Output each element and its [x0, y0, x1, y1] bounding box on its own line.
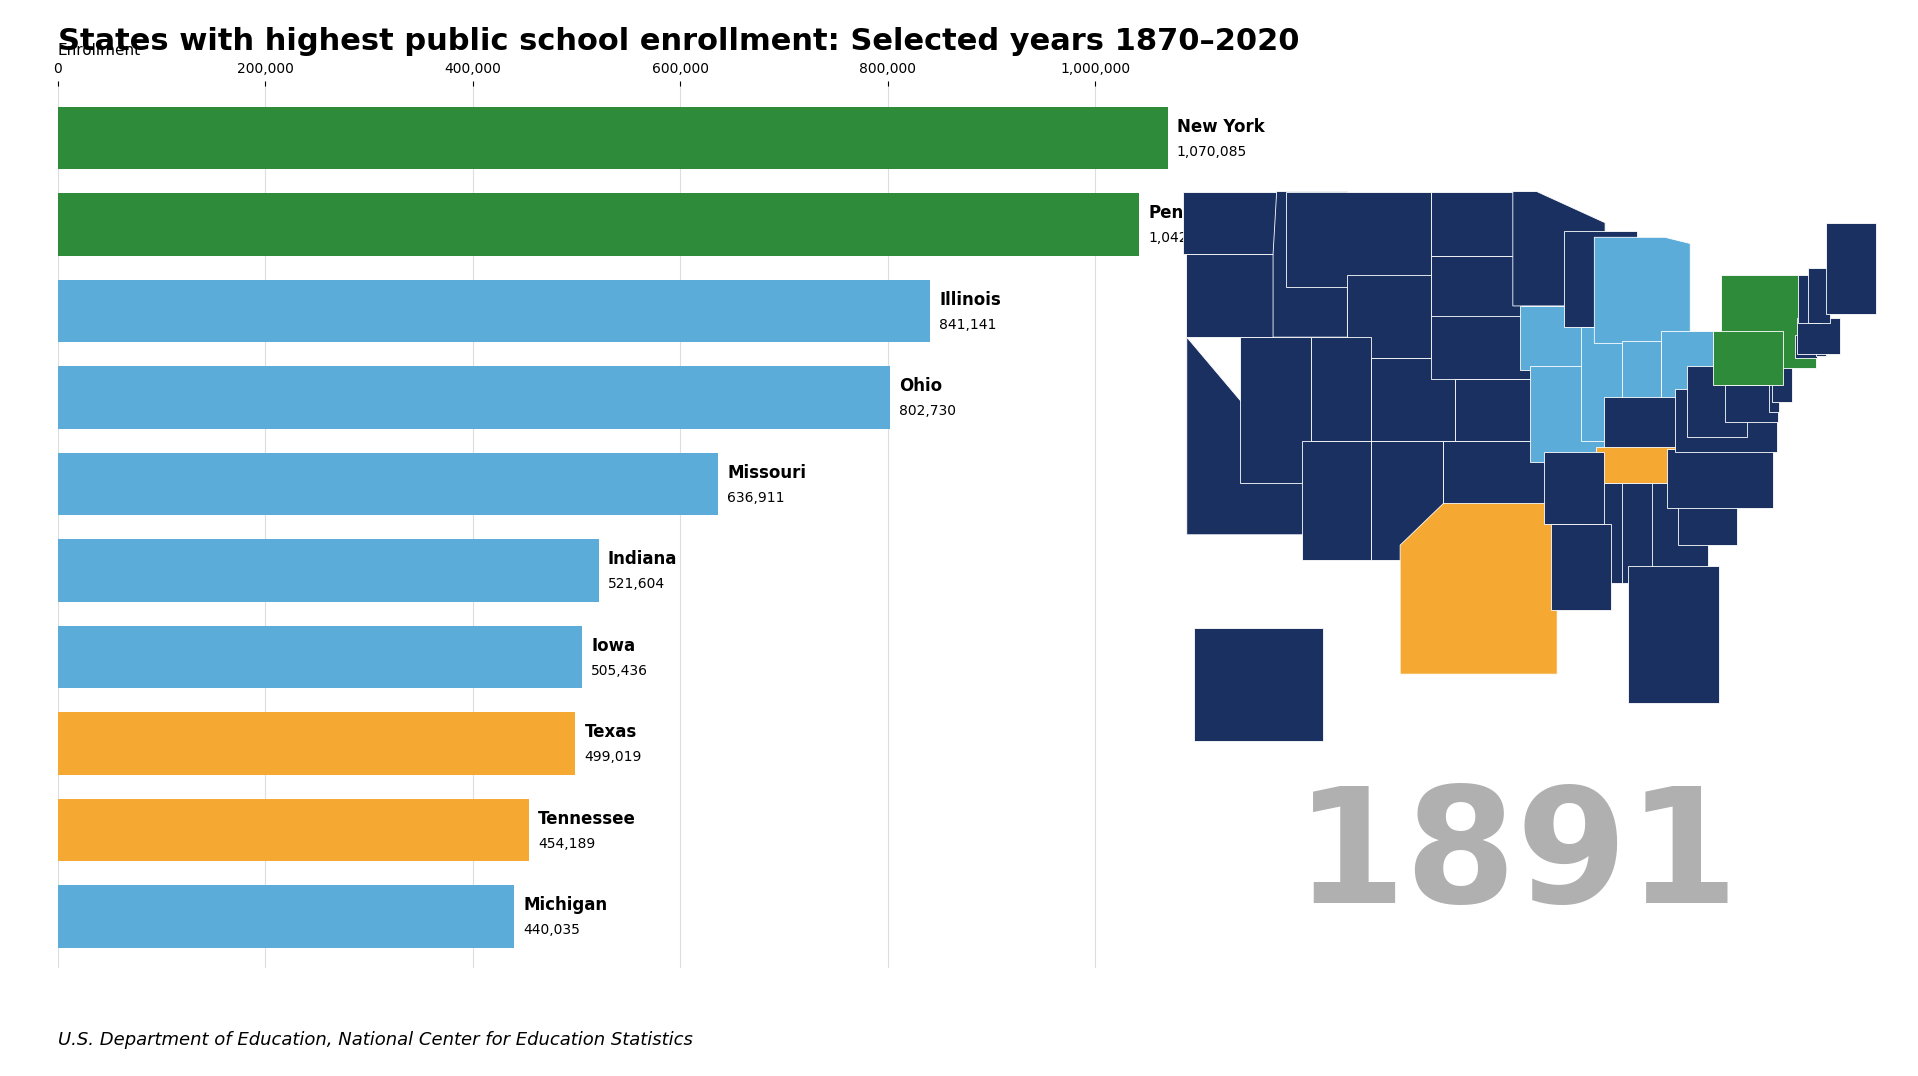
Polygon shape: [1185, 254, 1281, 337]
Polygon shape: [1603, 397, 1696, 452]
Text: 802,730: 802,730: [900, 405, 957, 419]
Polygon shape: [1722, 274, 1816, 368]
Bar: [58, 453, 719, 515]
Text: 505,436: 505,436: [591, 664, 648, 678]
Polygon shape: [1183, 192, 1277, 254]
Polygon shape: [1580, 327, 1628, 441]
Polygon shape: [1667, 450, 1772, 508]
Polygon shape: [1661, 331, 1713, 412]
Text: Pennsylvania: Pennsylvania: [1149, 204, 1272, 223]
Polygon shape: [1519, 306, 1598, 370]
Polygon shape: [1193, 628, 1323, 740]
Polygon shape: [1826, 223, 1876, 314]
Bar: [58, 280, 930, 342]
Bar: [58, 539, 598, 601]
Polygon shape: [1579, 483, 1623, 582]
Bar: [58, 886, 514, 948]
Polygon shape: [1456, 379, 1544, 441]
Polygon shape: [1312, 337, 1371, 441]
Bar: [58, 194, 1139, 256]
X-axis label: Enrollment: Enrollment: [58, 43, 140, 58]
Text: Texas: Texas: [585, 723, 637, 741]
Text: Indiana: Indiana: [608, 550, 677, 568]
Bar: [58, 107, 1168, 169]
Polygon shape: [1400, 504, 1557, 675]
Text: Ohio: Ohio: [900, 378, 942, 395]
Polygon shape: [1594, 238, 1690, 343]
Bar: [58, 626, 581, 689]
Polygon shape: [1552, 524, 1611, 610]
Text: 841,141: 841,141: [940, 317, 997, 331]
Polygon shape: [1795, 335, 1816, 358]
Polygon shape: [1431, 192, 1521, 256]
Polygon shape: [1617, 483, 1661, 582]
Polygon shape: [1346, 274, 1431, 358]
Text: U.S. Department of Education, National Center for Education Statistics: U.S. Department of Education, National C…: [58, 1031, 692, 1049]
Text: New York: New York: [1178, 117, 1264, 136]
Polygon shape: [1816, 337, 1826, 356]
Polygon shape: [1274, 192, 1346, 337]
Text: 636,911: 636,911: [727, 491, 784, 505]
Text: 1,042,433: 1,042,433: [1149, 231, 1218, 245]
Polygon shape: [1686, 366, 1747, 437]
Text: 1,070,085: 1,070,085: [1178, 145, 1247, 159]
Text: 521,604: 521,604: [608, 578, 666, 592]
Polygon shape: [1651, 483, 1709, 579]
Polygon shape: [1544, 452, 1603, 524]
Polygon shape: [1623, 341, 1661, 425]
Polygon shape: [1431, 316, 1536, 379]
Polygon shape: [1513, 192, 1605, 306]
Polygon shape: [1371, 441, 1442, 560]
Polygon shape: [1713, 331, 1782, 385]
Text: Missouri: Missouri: [727, 464, 806, 482]
Polygon shape: [1772, 350, 1791, 401]
Polygon shape: [1797, 318, 1839, 354]
Polygon shape: [1724, 385, 1778, 423]
Polygon shape: [1431, 256, 1523, 327]
Polygon shape: [1531, 366, 1609, 462]
Text: Michigan: Michigan: [524, 896, 608, 915]
Polygon shape: [1596, 448, 1699, 483]
Polygon shape: [1442, 441, 1546, 504]
Polygon shape: [1678, 479, 1738, 546]
Polygon shape: [1371, 358, 1456, 441]
Text: Tennessee: Tennessee: [537, 810, 635, 827]
Bar: [58, 798, 529, 861]
Text: 454,189: 454,189: [537, 837, 595, 851]
Bar: [58, 712, 575, 775]
Polygon shape: [1565, 231, 1638, 327]
Polygon shape: [1674, 390, 1776, 452]
Bar: [58, 366, 890, 428]
Polygon shape: [1809, 269, 1830, 323]
Text: States with highest public school enrollment: Selected years 1870–2020: States with highest public school enroll…: [58, 27, 1298, 56]
Polygon shape: [1187, 337, 1310, 535]
Text: 440,035: 440,035: [524, 923, 579, 937]
Polygon shape: [1302, 441, 1371, 560]
Polygon shape: [1799, 274, 1820, 323]
Polygon shape: [1768, 383, 1780, 412]
Polygon shape: [1628, 566, 1719, 704]
Text: Iowa: Iowa: [591, 637, 635, 655]
Polygon shape: [1239, 337, 1312, 483]
Text: 499,019: 499,019: [585, 750, 643, 764]
Text: 1891: 1891: [1295, 781, 1740, 936]
Polygon shape: [1287, 192, 1431, 287]
Text: Illinois: Illinois: [940, 291, 1001, 309]
